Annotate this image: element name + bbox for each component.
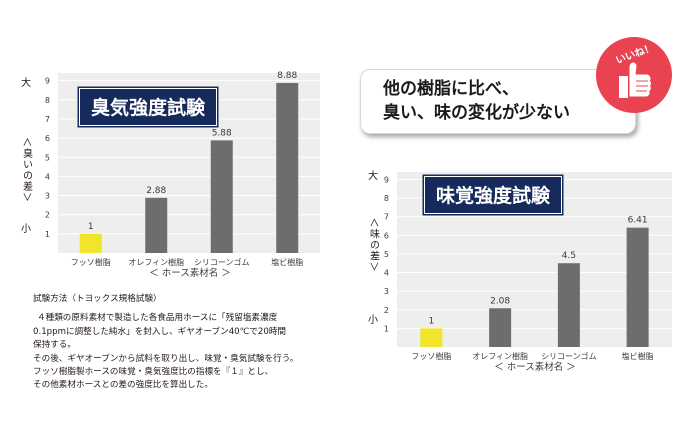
x-tick-label: フッソ樹脂	[71, 257, 111, 267]
x-tick-label: オレフィン樹脂	[472, 351, 528, 361]
y-axis-label: ＜味の差＞	[368, 218, 380, 273]
bar-value-label: 6.41	[628, 216, 648, 226]
y-axis-label: ＜臭いの差＞	[21, 137, 33, 203]
test-method-line: ４種類の原料素材で製造した各食品用ホースに「残留塩素濃度	[37, 313, 278, 324]
x-tick-label: オレフィン樹脂	[128, 257, 184, 267]
bar	[489, 308, 512, 347]
y-tick-label: 5	[45, 153, 50, 162]
x-tick-label: シリコーンゴム	[541, 351, 597, 361]
y-tick-label: 9	[384, 175, 389, 184]
bar-value-label: 2.08	[490, 296, 510, 306]
x-axis-label: ＜ ホース素材名 ＞	[149, 267, 231, 279]
seal-text: いいね！	[614, 42, 656, 67]
like-seal: いいね！	[596, 37, 672, 113]
y-tick-label: 6	[45, 134, 50, 143]
y-tick-label: 2	[45, 211, 50, 220]
x-tick-label: 塩ビ樹脂	[622, 351, 654, 361]
test-method-line: その後、ギヤオーブンから試料を取り出し、味覚・臭気試験を行う。	[33, 353, 299, 364]
x-tick-label: 塩ビ樹脂	[271, 257, 303, 267]
test-method-heading: 試験方法（トヨックス規格試験）	[33, 294, 162, 304]
test-method-description: 試験方法（トヨックス規格試験） ４種類の原料素材で製造した各食品用ホースに「残留…	[33, 293, 298, 393]
chart-title-badge: 臭気強度試験	[79, 88, 218, 126]
y-tick-label: 7	[384, 213, 389, 222]
y-tick-label: 2	[384, 306, 389, 315]
test-method-line: 0.1ppmに調整した純水」を封入し、ギヤオーブン40℃で20時間	[33, 326, 287, 337]
y-axis-bottom-label: 小	[368, 314, 378, 326]
y-axis-top-label: 大	[21, 76, 31, 89]
bar-value-label: 1	[88, 222, 94, 232]
y-tick-label: 3	[384, 287, 389, 296]
y-tick-label: 9	[45, 77, 50, 86]
bar	[145, 197, 168, 253]
y-tick-label: 7	[45, 115, 50, 124]
catchphrase-line: 臭い、味の変化が少ない	[383, 103, 570, 123]
y-tick-label: 3	[45, 192, 50, 201]
y-tick-label: 5	[384, 250, 389, 259]
bar-value-label: 1	[429, 316, 435, 326]
bar-value-label: 4.5	[562, 251, 576, 261]
bar	[420, 328, 443, 347]
bar-value-label: 2.88	[146, 186, 166, 196]
chart-title-badge: 味覚強度試験	[424, 176, 563, 214]
bar	[210, 140, 233, 253]
y-axis-top-label: 大	[368, 169, 378, 182]
bar	[79, 233, 102, 253]
y-tick-label: 4	[384, 269, 389, 278]
y-tick-label: 4	[45, 172, 50, 181]
test-method-line: その他素材ホースとの差の強度比を算出した。	[33, 380, 213, 391]
x-axis-label: ＜ ホース素材名 ＞	[494, 361, 576, 373]
catchphrase-box: 他の樹脂に比べ、 臭い、味の変化が少ない	[360, 69, 636, 134]
thumbs-up-icon: いいね！	[614, 42, 656, 98]
bar-value-label: 8.88	[277, 71, 297, 81]
y-tick-label: 1	[384, 324, 389, 333]
x-tick-label: フッソ樹脂	[411, 351, 451, 361]
test-method-line: 保持する。	[33, 340, 76, 351]
y-tick-label: 1	[45, 230, 50, 239]
bar	[557, 263, 580, 347]
odor-intensity-chart: 1 2 3 4 5 6 7 8 9 1 2.88 5.88 8.88 フッソ樹脂 オレフィン樹脂 シリコー…	[21, 71, 320, 279]
x-tick-label: シリコーンゴム	[194, 257, 250, 267]
y-tick-label: 8	[45, 96, 50, 105]
y-tick-label: 8	[384, 194, 389, 203]
y-tick-label: 6	[384, 231, 389, 240]
bar	[626, 227, 649, 347]
bar-value-label: 5.88	[212, 128, 232, 138]
bar	[276, 82, 299, 253]
y-axis-bottom-label: 小	[21, 223, 31, 235]
test-method-line: フッソ樹脂製ホースの味覚・臭気強度比の指標を『１』とし、	[33, 367, 274, 378]
catchphrase-line: 他の樹脂に比べ、	[383, 79, 519, 99]
